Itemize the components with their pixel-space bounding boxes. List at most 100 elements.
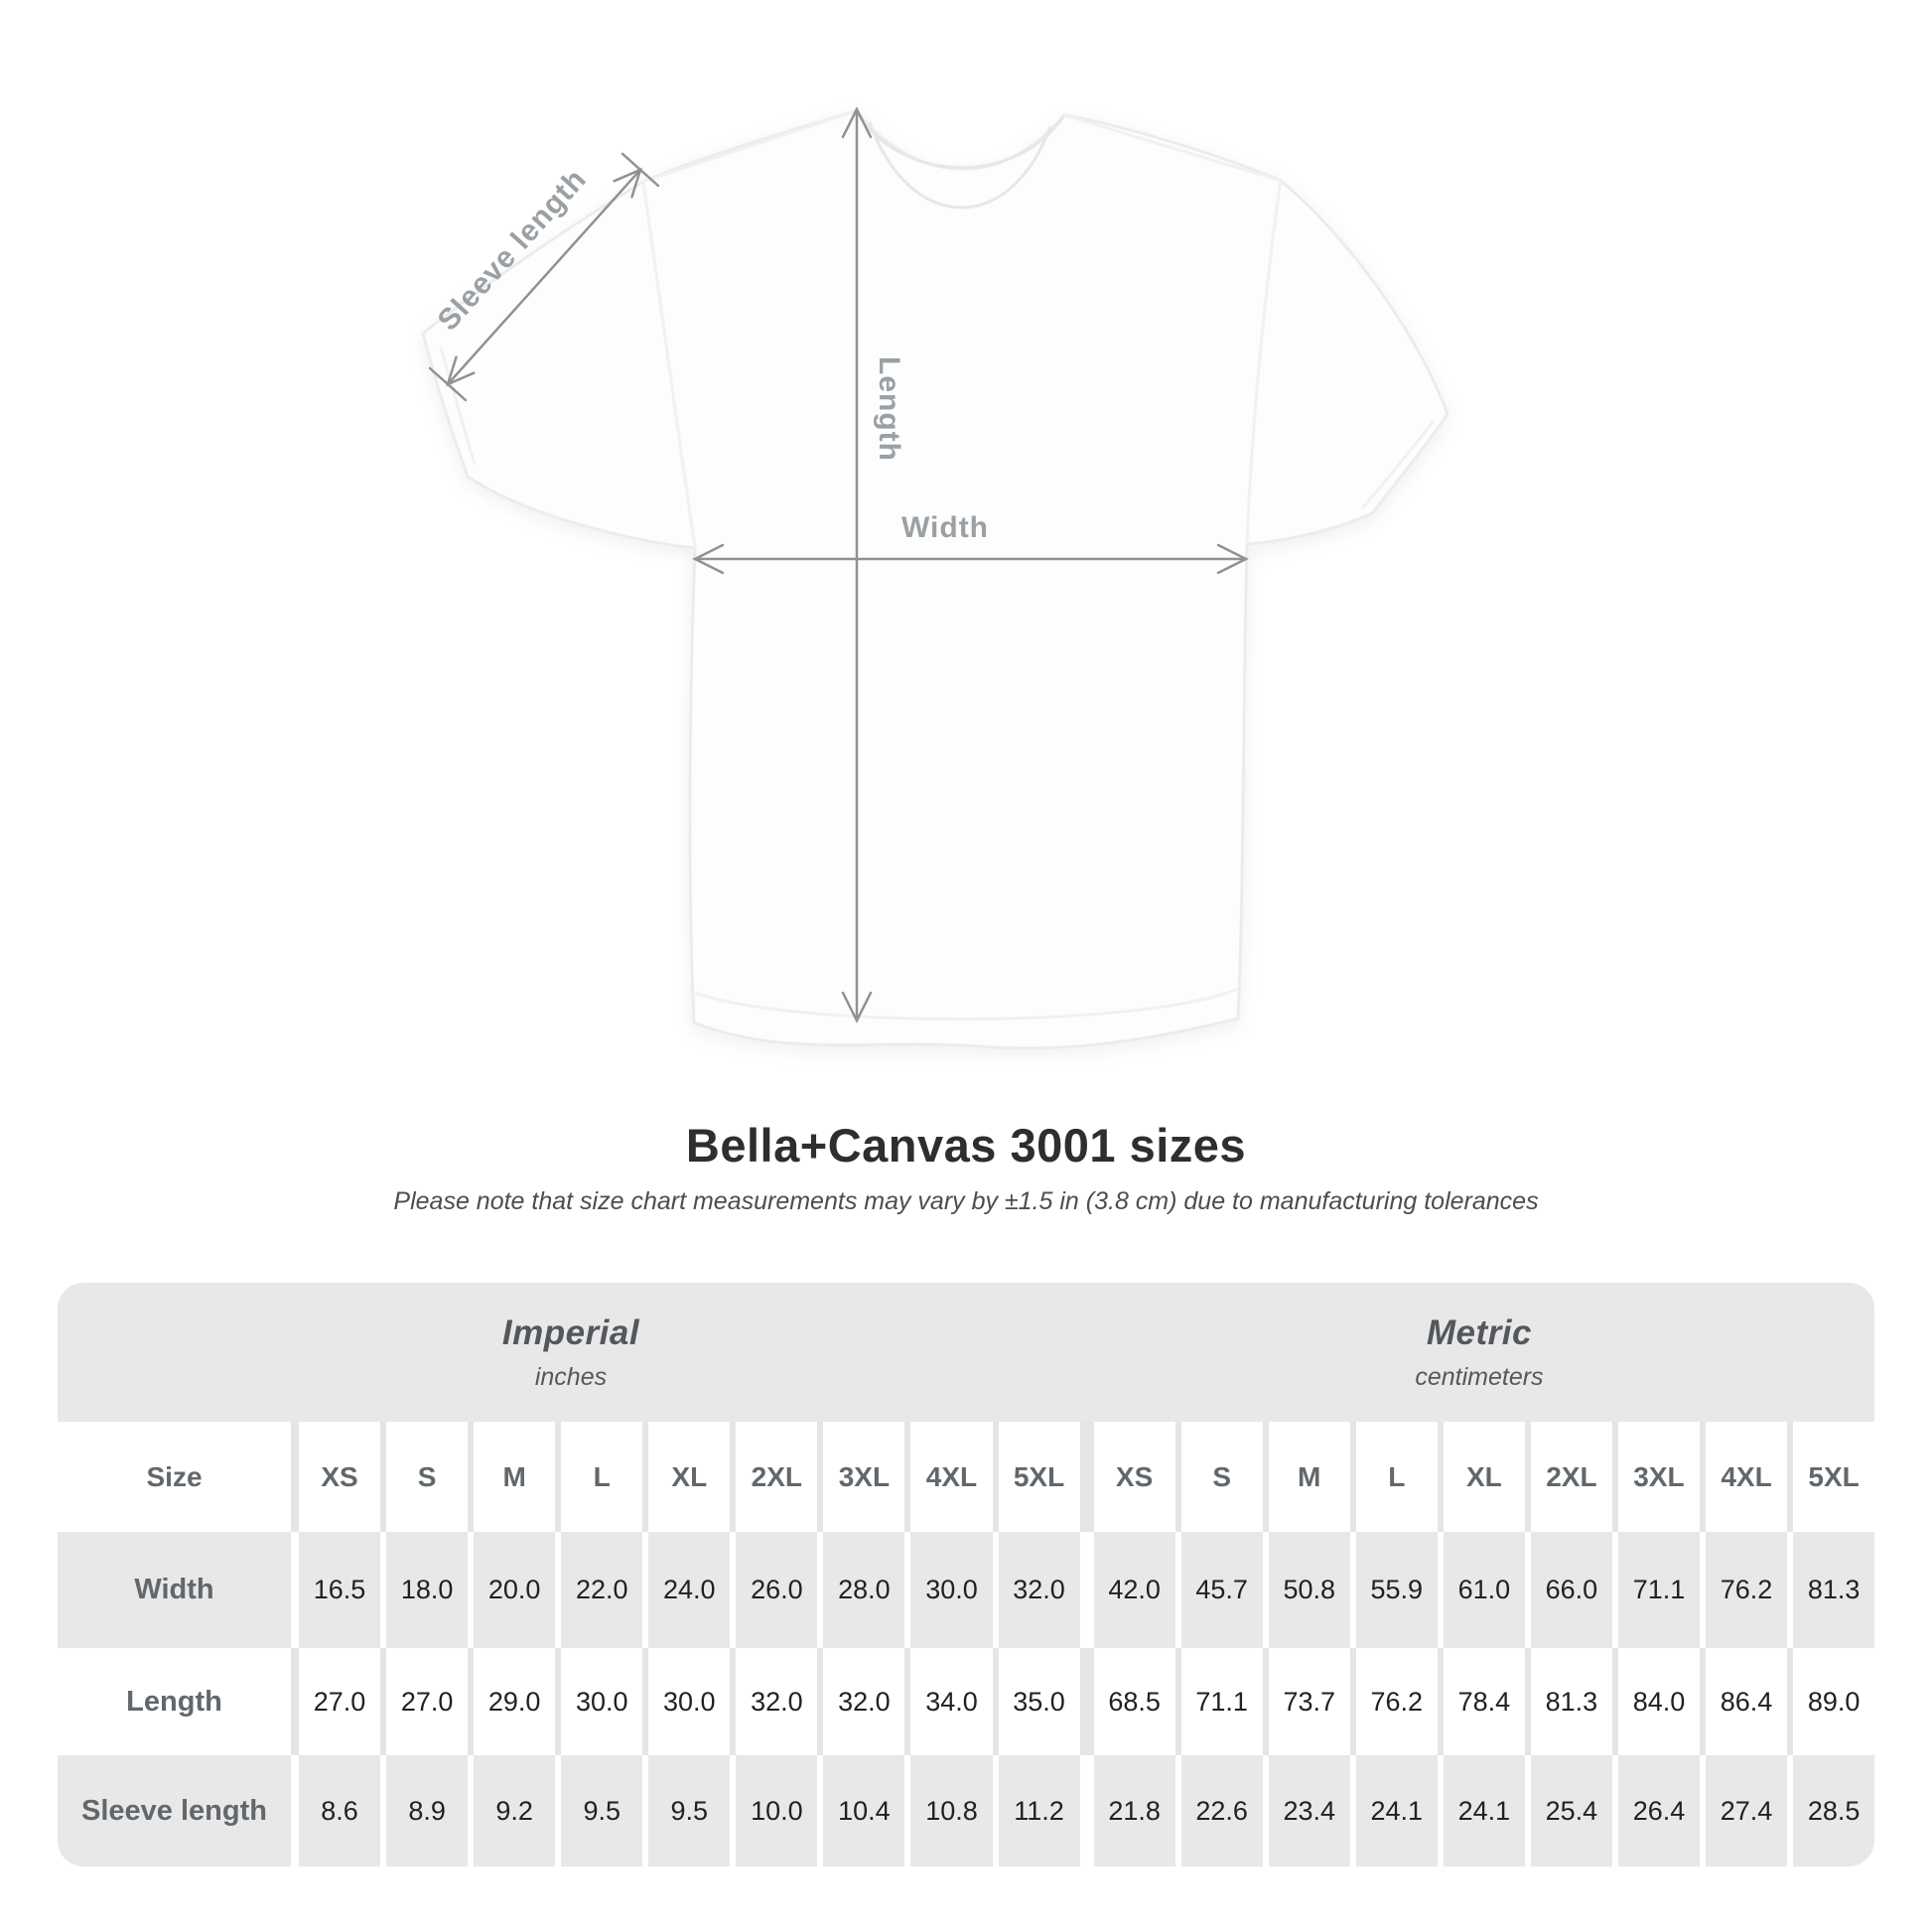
column-divider — [291, 1532, 299, 1648]
column-divider — [1700, 1422, 1706, 1532]
value-cell: 21.8 — [1108, 1795, 1161, 1826]
arrowhead-right — [1216, 543, 1249, 575]
value-cell: 73.7 — [1283, 1686, 1335, 1717]
metric-section-header: Metric centimeters — [1084, 1283, 1874, 1422]
arrowhead-up — [841, 106, 873, 139]
column-divider — [730, 1648, 737, 1755]
column-divider — [642, 1532, 649, 1648]
column-divider — [380, 1532, 387, 1648]
width-row: Width 16.5 18.0 20.0 22.0 24.0 26.0 28.0 30.0 32.… — [58, 1532, 1874, 1648]
sleeve-end-tick-top — [621, 152, 660, 188]
collar — [854, 110, 1066, 209]
column-divider — [1262, 1755, 1269, 1866]
value-cell: 50.8 — [1283, 1575, 1335, 1604]
value-cell: 76.2 — [1720, 1575, 1773, 1604]
column-divider — [1787, 1532, 1794, 1648]
column-divider — [555, 1422, 562, 1532]
size-header-cell: 2XL — [751, 1460, 803, 1492]
column-divider — [1174, 1755, 1181, 1866]
value-cell: 61.0 — [1457, 1575, 1511, 1604]
column-divider — [291, 1648, 299, 1755]
column-divider — [817, 1422, 824, 1532]
sleeve-length-row: Sleeve length 8.6 8.9 9.2 9.5 9.5 10.0 10.4 10.8… — [58, 1755, 1874, 1866]
column-divider — [380, 1422, 387, 1532]
column-divider — [1787, 1755, 1794, 1866]
value-cell: 28.5 — [1807, 1795, 1861, 1826]
size-header-cell: S — [1212, 1460, 1231, 1492]
value-cell: 45.7 — [1195, 1575, 1248, 1604]
value-cell: 18.0 — [400, 1575, 454, 1604]
page-title: Bella+Canvas 3001 sizes — [685, 1119, 1247, 1172]
column-divider — [555, 1648, 562, 1755]
column-divider — [1437, 1755, 1444, 1866]
column-divider — [468, 1755, 475, 1866]
column-divider — [992, 1755, 999, 1866]
value-cell: 32.0 — [838, 1686, 891, 1717]
value-cell: 68.5 — [1108, 1686, 1161, 1717]
imperial-unit: inches — [534, 1362, 608, 1391]
row-label-cell: Sleeve length — [81, 1794, 267, 1827]
column-divider — [1174, 1422, 1181, 1532]
value-cell: 22.0 — [575, 1575, 628, 1604]
row-label-cell: Width — [134, 1574, 214, 1605]
value-cell: 71.1 — [1632, 1575, 1686, 1604]
size-header-cell: 3XL — [1633, 1460, 1685, 1492]
arrowhead-left — [692, 543, 725, 575]
page-subtitle: Please note that size chart measurements… — [393, 1187, 1539, 1215]
column-divider — [468, 1422, 475, 1532]
value-cell: 42.0 — [1108, 1575, 1161, 1604]
value-cell: 78.4 — [1457, 1686, 1511, 1717]
column-divider — [904, 1422, 911, 1532]
value-cell: 55.9 — [1370, 1575, 1424, 1604]
arrowhead-down — [841, 991, 873, 1024]
value-cell: 26.0 — [751, 1575, 803, 1604]
column-divider — [380, 1755, 387, 1866]
value-cell: 10.0 — [751, 1795, 803, 1826]
value-cell: 86.4 — [1720, 1686, 1773, 1717]
column-divider — [1262, 1422, 1269, 1532]
value-cell: 24.1 — [1370, 1795, 1424, 1826]
column-divider — [291, 1755, 299, 1866]
size-header-cell: L — [593, 1460, 611, 1492]
value-cell: 89.0 — [1807, 1686, 1861, 1717]
column-divider — [555, 1532, 562, 1648]
column-divider — [730, 1532, 737, 1648]
section-divider — [1079, 1755, 1094, 1866]
tshirt-outline — [421, 109, 1449, 1050]
sleeve-arrow-line — [446, 168, 642, 386]
column-divider — [730, 1755, 737, 1866]
column-divider — [468, 1648, 475, 1755]
column-divider — [1524, 1532, 1531, 1648]
value-cell: 35.0 — [1013, 1686, 1065, 1717]
column-divider — [1787, 1648, 1794, 1755]
value-cell: 27.0 — [400, 1686, 454, 1717]
value-cell: 71.1 — [1195, 1686, 1248, 1717]
column-divider — [642, 1422, 649, 1532]
metric-unit: centimeters — [1415, 1362, 1544, 1391]
section-divider — [1079, 1532, 1094, 1648]
size-header-cell: XL — [1465, 1460, 1502, 1492]
column-divider — [817, 1648, 824, 1755]
section-divider — [1079, 1648, 1094, 1755]
imperial-section-header: Imperial inches — [58, 1283, 1084, 1422]
width-label: Width — [901, 511, 989, 544]
column-divider — [468, 1532, 475, 1648]
value-cell: 9.2 — [495, 1795, 533, 1826]
value-cell: 25.4 — [1545, 1795, 1598, 1826]
value-cell: 84.0 — [1632, 1686, 1686, 1717]
size-header-cell: 5XL — [1808, 1460, 1860, 1492]
value-cell: 29.0 — [487, 1686, 541, 1717]
imperial-title: Imperial — [501, 1312, 640, 1352]
value-cell: 26.4 — [1632, 1795, 1686, 1826]
value-cell: 11.2 — [1014, 1795, 1064, 1826]
unit-header-band: Imperial inches Metric centimeters — [58, 1283, 1874, 1422]
value-cell: 32.0 — [751, 1686, 803, 1717]
column-divider — [1437, 1532, 1444, 1648]
column-divider — [904, 1648, 911, 1755]
size-header-cell: XL — [671, 1460, 708, 1492]
column-divider — [555, 1755, 562, 1866]
value-cell: 27.0 — [313, 1686, 366, 1717]
value-cell: 22.6 — [1195, 1795, 1248, 1826]
value-cell: 9.5 — [670, 1795, 709, 1826]
